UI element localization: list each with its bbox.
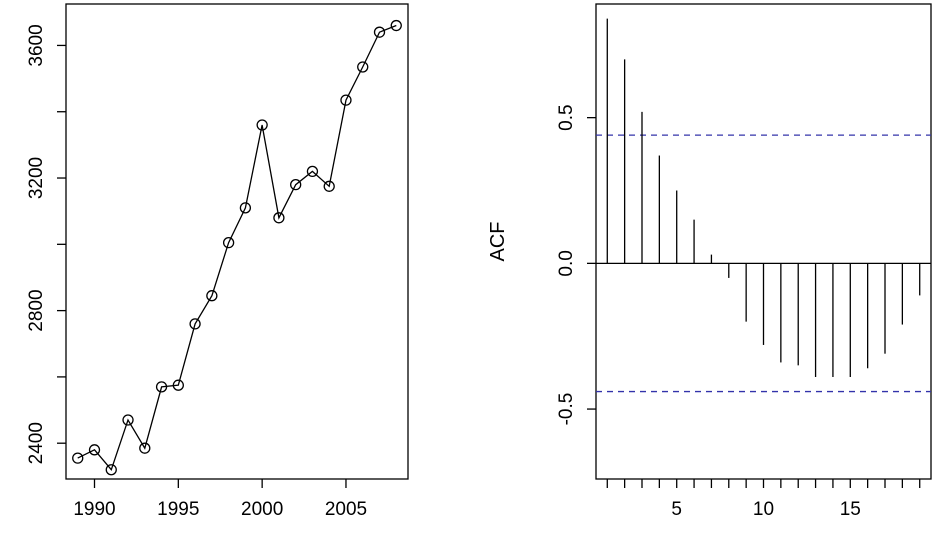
acf-bars [606, 18, 921, 378]
left-x-tick-label-2000: 2000 [241, 499, 283, 520]
left-x-tick-label-1995: 1995 [157, 499, 199, 520]
left-x-tick-label-2005: 2005 [325, 499, 367, 520]
series-point-1993 [139, 442, 151, 454]
series-point-1992 [122, 414, 134, 426]
left-plot-frame [65, 3, 409, 480]
series-point-2008 [390, 19, 402, 32]
series-point-1995 [172, 379, 184, 391]
series-point-2005 [340, 94, 352, 106]
series-point-1994 [155, 381, 168, 393]
series-point-1998 [222, 237, 235, 249]
left-y-tick-marks [57, 44, 66, 444]
right-y-tick-label-0.0: 0.0 [556, 250, 577, 276]
right-y-tick-label-0.5: 0.5 [556, 104, 577, 130]
right-x-tick-label-10: 10 [753, 499, 774, 520]
right-panel: 5 10 15 -0.5 0.0 0.5 ACF [487, 3, 932, 520]
left-x-tick-label-1990: 1990 [73, 499, 115, 520]
left-y-tick-label-3200: 3200 [26, 157, 47, 199]
series-point-2006 [357, 61, 369, 73]
right-y-axis-title: ACF [487, 222, 509, 262]
series-point-1991 [105, 464, 117, 476]
series-point-2003 [306, 165, 319, 178]
series-point-1996 [189, 318, 201, 330]
right-x-tick-label-15: 15 [840, 499, 861, 520]
series-point-1997 [206, 290, 218, 302]
right-y-tick-label-neg0.5: -0.5 [556, 393, 577, 426]
series-point-2007 [373, 26, 386, 38]
left-x-tick-marks [93, 479, 347, 488]
series-point-1990 [88, 444, 101, 456]
series-point-1989 [72, 452, 84, 464]
left-y-tick-label-2400: 2400 [26, 422, 47, 464]
right-x-tick-marks [606, 479, 921, 488]
series-point-2001 [273, 212, 285, 224]
right-plot-frame [595, 3, 932, 480]
series-point-1999 [239, 202, 252, 214]
series-point-2002 [290, 179, 302, 191]
series-line [77, 24, 397, 472]
left-y-tick-label-3600: 3600 [26, 24, 47, 66]
right-y-tick-marks [587, 117, 596, 410]
series-point-2000 [256, 119, 268, 131]
right-x-tick-label-5: 5 [671, 499, 682, 520]
series-point-2004 [323, 180, 335, 192]
left-panel: 1990 1995 2000 2005 2400 2800 3200 3600 [26, 3, 409, 520]
series-points [72, 19, 402, 476]
left-y-tick-label-2800: 2800 [26, 289, 47, 331]
